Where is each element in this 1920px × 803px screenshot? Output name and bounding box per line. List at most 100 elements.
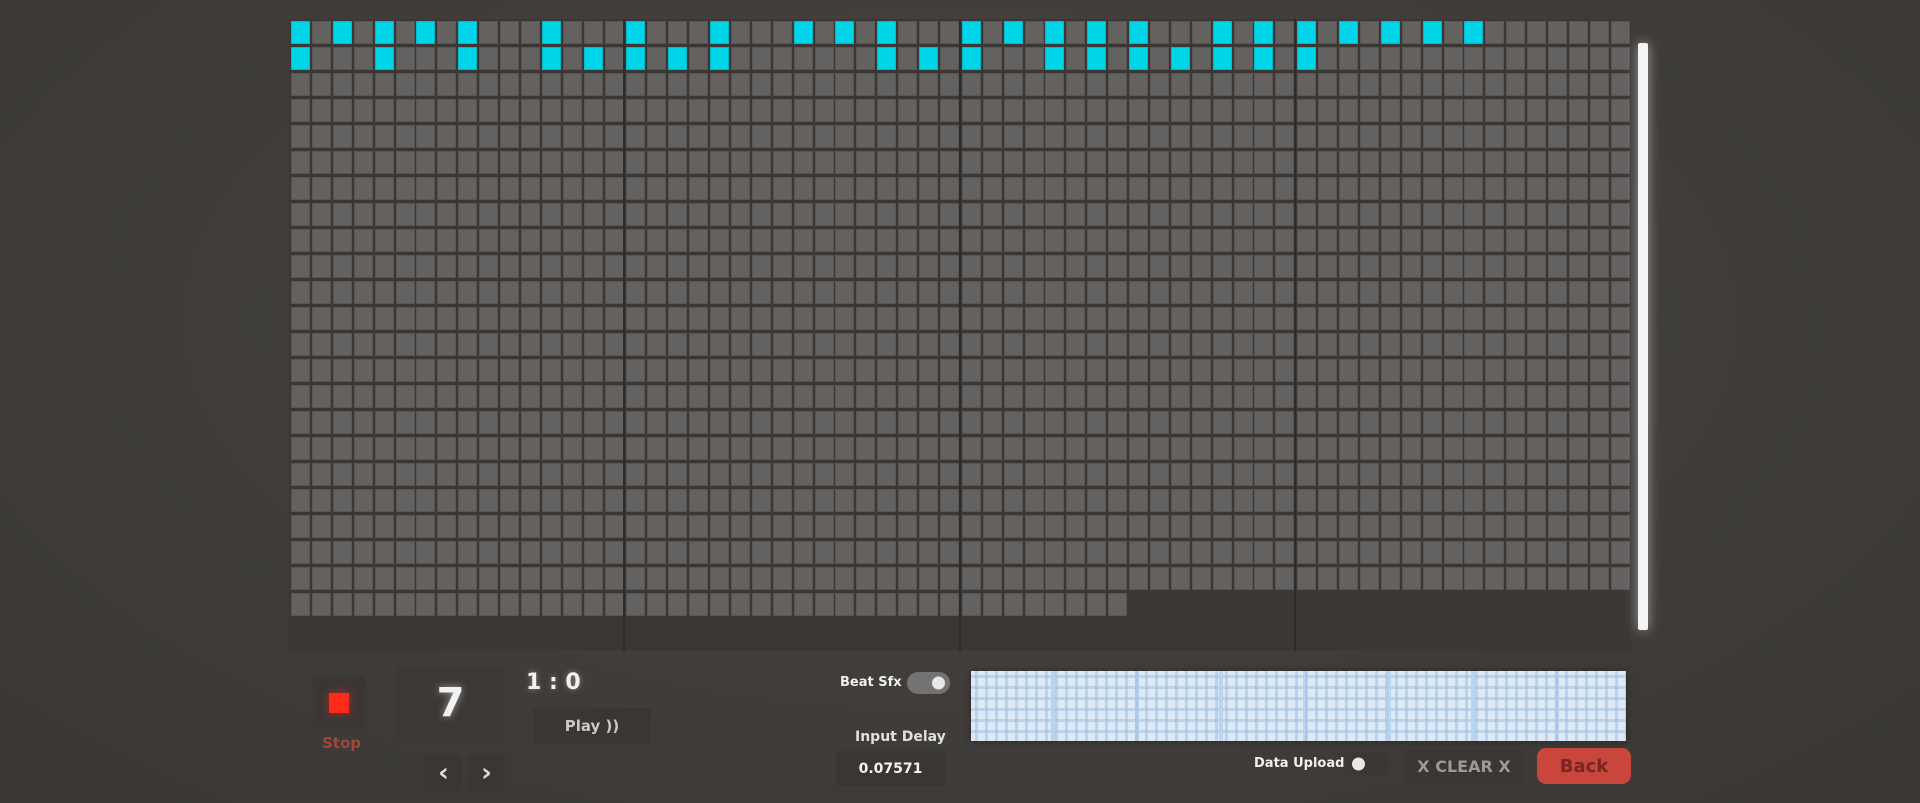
grid-cell[interactable] bbox=[291, 489, 310, 512]
grid-cell[interactable] bbox=[626, 281, 646, 304]
grid-cell[interactable] bbox=[814, 515, 834, 538]
grid-cell[interactable] bbox=[1401, 567, 1421, 590]
grid-cell[interactable] bbox=[500, 177, 519, 200]
grid-cell[interactable] bbox=[332, 47, 352, 70]
grid-cell[interactable] bbox=[1568, 385, 1588, 408]
grid-cell[interactable] bbox=[479, 99, 499, 122]
grid-cell[interactable] bbox=[1191, 463, 1211, 486]
grid-cell[interactable] bbox=[353, 385, 373, 408]
grid-cell[interactable] bbox=[1339, 333, 1358, 356]
grid-cell[interactable] bbox=[374, 151, 394, 174]
grid-cell[interactable] bbox=[1527, 151, 1547, 174]
grid-cell[interactable] bbox=[1191, 203, 1211, 226]
grid-cell[interactable] bbox=[1066, 489, 1086, 512]
grid-cell[interactable] bbox=[856, 99, 876, 122]
grid-cell[interactable] bbox=[1506, 47, 1526, 70]
grid-cell[interactable] bbox=[437, 463, 457, 486]
play-button[interactable]: Play )) bbox=[533, 708, 651, 744]
grid-cell[interactable] bbox=[332, 99, 352, 122]
grid-cell-active[interactable] bbox=[919, 47, 938, 70]
grid-cell[interactable] bbox=[1548, 99, 1567, 122]
grid-cell[interactable] bbox=[877, 281, 897, 304]
grid-cell[interactable] bbox=[814, 203, 834, 226]
grid-cell[interactable] bbox=[1045, 255, 1065, 278]
grid-cell[interactable] bbox=[772, 541, 792, 564]
grid-cell[interactable] bbox=[751, 593, 771, 616]
grid-cell[interactable] bbox=[689, 125, 709, 148]
grid-cell[interactable] bbox=[374, 281, 394, 304]
grid-cell[interactable] bbox=[835, 541, 855, 564]
grid-cell[interactable] bbox=[374, 307, 394, 330]
grid-cell[interactable] bbox=[1548, 463, 1567, 486]
grid-cell[interactable] bbox=[332, 489, 352, 512]
grid-cell[interactable] bbox=[919, 437, 938, 460]
grid-cell[interactable] bbox=[1254, 73, 1274, 96]
grid-cell[interactable] bbox=[689, 99, 709, 122]
grid-cell[interactable] bbox=[1506, 385, 1526, 408]
grid-cell[interactable] bbox=[374, 463, 394, 486]
grid-cell[interactable] bbox=[1170, 437, 1190, 460]
grid-cell[interactable] bbox=[919, 411, 938, 434]
grid-cell[interactable] bbox=[1506, 203, 1526, 226]
grid-cell[interactable] bbox=[416, 567, 436, 590]
grid-cell[interactable] bbox=[898, 307, 918, 330]
grid-cell[interactable] bbox=[1589, 489, 1609, 512]
grid-cell[interactable] bbox=[730, 73, 750, 96]
grid-cell[interactable] bbox=[520, 307, 540, 330]
grid-cell[interactable] bbox=[416, 73, 436, 96]
grid-cell-active[interactable] bbox=[291, 47, 310, 70]
grid-cell[interactable] bbox=[479, 333, 499, 356]
grid-cell-active[interactable] bbox=[1339, 21, 1358, 44]
grid-cell[interactable] bbox=[500, 281, 519, 304]
grid-cell[interactable] bbox=[814, 333, 834, 356]
grid-cell[interactable] bbox=[1003, 255, 1023, 278]
grid-cell[interactable] bbox=[730, 333, 750, 356]
grid-cell[interactable] bbox=[416, 177, 436, 200]
grid-cell[interactable] bbox=[1170, 333, 1190, 356]
grid-cell-active[interactable] bbox=[1212, 47, 1232, 70]
grid-cell[interactable] bbox=[395, 255, 415, 278]
grid-cell[interactable] bbox=[353, 567, 373, 590]
grid-cell[interactable] bbox=[961, 73, 981, 96]
grid-cell[interactable] bbox=[291, 307, 310, 330]
grid-cell[interactable] bbox=[1108, 489, 1128, 512]
grid-cell[interactable] bbox=[982, 47, 1002, 70]
grid-cell[interactable] bbox=[919, 515, 938, 538]
grid-cell[interactable] bbox=[479, 437, 499, 460]
grid-cell[interactable] bbox=[500, 437, 519, 460]
grid-cell[interactable] bbox=[1568, 281, 1588, 304]
grid-cell[interactable] bbox=[647, 21, 667, 44]
grid-cell[interactable] bbox=[939, 203, 959, 226]
grid-cell[interactable] bbox=[793, 73, 813, 96]
grid-cell[interactable] bbox=[1422, 463, 1442, 486]
grid-cell[interactable] bbox=[1318, 411, 1338, 434]
grid-cell[interactable] bbox=[1380, 229, 1400, 252]
grid-cell[interactable] bbox=[1589, 255, 1609, 278]
grid-cell[interactable] bbox=[814, 541, 834, 564]
grid-cell[interactable] bbox=[1129, 359, 1148, 382]
grid-cell[interactable] bbox=[1568, 307, 1588, 330]
grid-cell-active[interactable] bbox=[1045, 21, 1065, 44]
grid-cell[interactable] bbox=[877, 203, 897, 226]
grid-cell[interactable] bbox=[1297, 567, 1317, 590]
grid-cell[interactable] bbox=[1610, 333, 1630, 356]
grid-cell[interactable] bbox=[291, 281, 310, 304]
grid-cell[interactable] bbox=[1108, 99, 1128, 122]
grid-cell[interactable] bbox=[1254, 281, 1274, 304]
grid-cell[interactable] bbox=[1610, 229, 1630, 252]
grid-cell[interactable] bbox=[982, 593, 1002, 616]
grid-cell[interactable] bbox=[1380, 411, 1400, 434]
grid-cell[interactable] bbox=[668, 307, 688, 330]
grid-cell[interactable] bbox=[311, 411, 331, 434]
grid-cell[interactable] bbox=[562, 21, 582, 44]
grid-cell[interactable] bbox=[1339, 541, 1358, 564]
grid-cell[interactable] bbox=[437, 229, 457, 252]
grid-cell[interactable] bbox=[311, 229, 331, 252]
grid-cell[interactable] bbox=[416, 489, 436, 512]
grid-cell[interactable] bbox=[1589, 73, 1609, 96]
grid-cell[interactable] bbox=[1233, 125, 1253, 148]
grid-cell[interactable] bbox=[835, 333, 855, 356]
grid-cell[interactable] bbox=[395, 411, 415, 434]
grid-cell[interactable] bbox=[1233, 99, 1253, 122]
grid-cell[interactable] bbox=[647, 255, 667, 278]
